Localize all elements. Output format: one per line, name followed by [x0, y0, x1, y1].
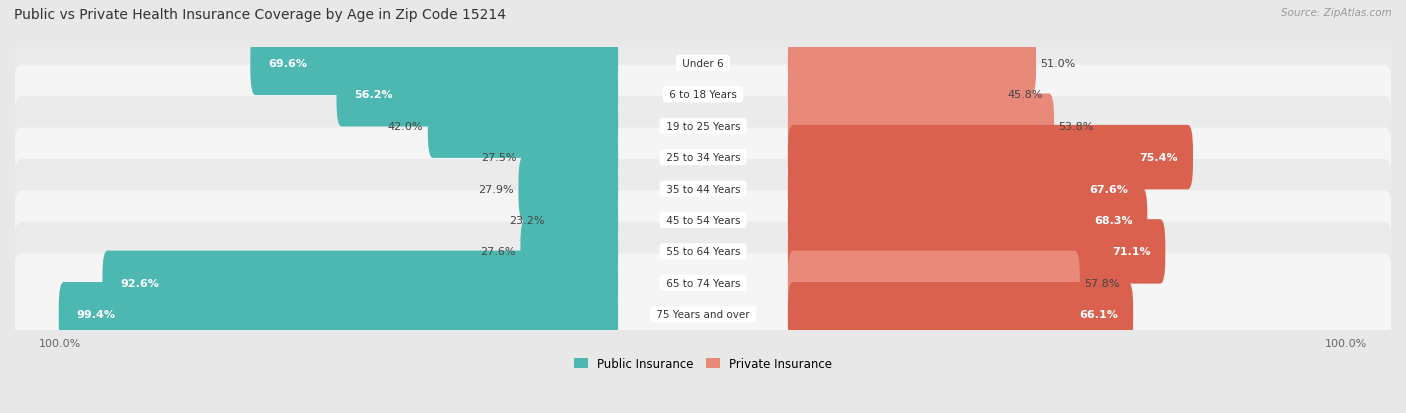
- Text: Source: ZipAtlas.com: Source: ZipAtlas.com: [1281, 8, 1392, 18]
- Text: 45.8%: 45.8%: [1007, 90, 1043, 100]
- FancyBboxPatch shape: [11, 191, 1395, 313]
- FancyBboxPatch shape: [787, 282, 1133, 347]
- FancyBboxPatch shape: [11, 3, 1395, 124]
- FancyBboxPatch shape: [427, 94, 619, 159]
- Text: 27.5%: 27.5%: [481, 153, 516, 163]
- FancyBboxPatch shape: [11, 159, 1395, 281]
- FancyBboxPatch shape: [11, 97, 1395, 218]
- Legend: Public Insurance, Private Insurance: Public Insurance, Private Insurance: [569, 353, 837, 375]
- Text: 69.6%: 69.6%: [269, 59, 308, 69]
- Text: 6 to 18 Years: 6 to 18 Years: [666, 90, 740, 100]
- FancyBboxPatch shape: [519, 157, 619, 221]
- FancyBboxPatch shape: [11, 222, 1395, 344]
- FancyBboxPatch shape: [787, 31, 1036, 96]
- Text: 67.6%: 67.6%: [1090, 184, 1128, 194]
- Text: 27.6%: 27.6%: [481, 247, 516, 257]
- Text: 45 to 54 Years: 45 to 54 Years: [662, 216, 744, 225]
- FancyBboxPatch shape: [103, 251, 619, 315]
- Text: 23.2%: 23.2%: [509, 216, 544, 225]
- Text: 99.4%: 99.4%: [77, 309, 115, 320]
- Text: Public vs Private Health Insurance Coverage by Age in Zip Code 15214: Public vs Private Health Insurance Cover…: [14, 8, 506, 22]
- FancyBboxPatch shape: [11, 66, 1395, 187]
- FancyBboxPatch shape: [787, 220, 1166, 284]
- FancyBboxPatch shape: [522, 126, 619, 190]
- Text: 65 to 74 Years: 65 to 74 Years: [662, 278, 744, 288]
- FancyBboxPatch shape: [11, 34, 1395, 156]
- FancyBboxPatch shape: [250, 31, 619, 96]
- Text: 19 to 25 Years: 19 to 25 Years: [662, 121, 744, 131]
- Text: 71.1%: 71.1%: [1112, 247, 1150, 257]
- FancyBboxPatch shape: [787, 157, 1143, 221]
- Text: 42.0%: 42.0%: [388, 121, 423, 131]
- FancyBboxPatch shape: [11, 254, 1395, 375]
- FancyBboxPatch shape: [787, 94, 1054, 159]
- Text: 25 to 34 Years: 25 to 34 Years: [662, 153, 744, 163]
- FancyBboxPatch shape: [336, 63, 619, 127]
- FancyBboxPatch shape: [548, 188, 619, 253]
- Text: 56.2%: 56.2%: [354, 90, 394, 100]
- Text: 68.3%: 68.3%: [1094, 216, 1132, 225]
- Text: 57.8%: 57.8%: [1084, 278, 1119, 288]
- Text: 51.0%: 51.0%: [1040, 59, 1076, 69]
- Text: 55 to 64 Years: 55 to 64 Years: [662, 247, 744, 257]
- FancyBboxPatch shape: [787, 251, 1080, 315]
- FancyBboxPatch shape: [520, 220, 619, 284]
- Text: 92.6%: 92.6%: [121, 278, 159, 288]
- Text: 53.8%: 53.8%: [1059, 121, 1094, 131]
- Text: 27.9%: 27.9%: [478, 184, 515, 194]
- FancyBboxPatch shape: [11, 128, 1395, 250]
- Text: 66.1%: 66.1%: [1080, 309, 1118, 320]
- Text: 35 to 44 Years: 35 to 44 Years: [662, 184, 744, 194]
- FancyBboxPatch shape: [787, 63, 1002, 127]
- FancyBboxPatch shape: [787, 126, 1192, 190]
- FancyBboxPatch shape: [59, 282, 619, 347]
- Text: 75.4%: 75.4%: [1139, 153, 1178, 163]
- Text: Under 6: Under 6: [679, 59, 727, 69]
- FancyBboxPatch shape: [787, 188, 1147, 253]
- Text: 75 Years and over: 75 Years and over: [652, 309, 754, 320]
